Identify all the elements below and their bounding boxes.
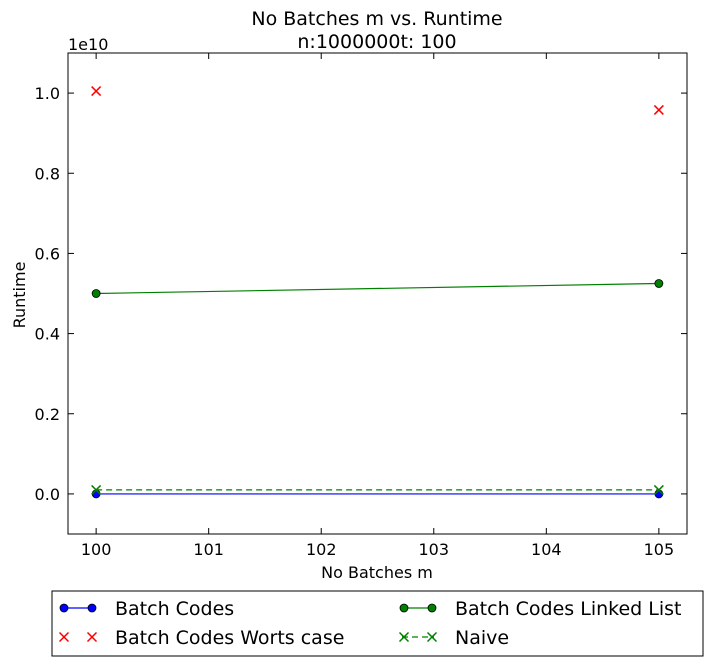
x-tick-label: 101 <box>193 540 224 559</box>
x-tick-label: 104 <box>531 540 562 559</box>
series-0-point-1 <box>654 489 664 499</box>
legend-label: Batch Codes <box>115 598 234 620</box>
legend-item-3: Naive <box>398 627 509 649</box>
legend-item-1: Batch Codes Worts case <box>58 627 344 649</box>
legend-marker <box>399 603 409 613</box>
chart-title: No Batches m vs. Runtime <box>251 8 502 30</box>
legend-item-0: Batch Codes <box>59 598 234 620</box>
y-tick-label: 1.0 <box>35 84 60 103</box>
series-1-point-0 <box>91 86 102 97</box>
legend-marker <box>398 631 410 643</box>
y-tick-label: 0.4 <box>35 325 60 344</box>
axes-frame <box>67 52 688 535</box>
legend-marker <box>427 603 437 613</box>
series-2-point-0 <box>91 289 101 298</box>
legend-marker <box>426 631 438 643</box>
y-tick-label: 0.8 <box>35 164 60 183</box>
series-3-point-0 <box>91 484 102 495</box>
legend: Batch Codes Batch Codes Worts case Batch C… <box>51 590 704 657</box>
legend-label: Batch Codes Worts case <box>115 627 344 649</box>
y-axis-multiplier: 1e10 <box>68 35 108 54</box>
series-2-point-1 <box>654 279 664 288</box>
x-tick-label: 102 <box>306 540 337 559</box>
series-line-2 <box>96 282 659 295</box>
x-tick-label: 103 <box>418 540 449 559</box>
legend-label: Naive <box>455 627 509 649</box>
y-tick-label: 0.2 <box>35 405 60 424</box>
x-axis-label: No Batches m <box>321 563 433 582</box>
series-1-point-1 <box>653 104 664 115</box>
chart-subtitle: n:1000000t: 100 <box>297 31 456 53</box>
legend-label: Batch Codes Linked List <box>455 598 681 620</box>
legend-item-2: Batch Codes Linked List <box>399 598 681 620</box>
series-0-point-0 <box>91 489 101 499</box>
x-tick-label: 105 <box>644 540 675 559</box>
legend-box <box>51 590 704 657</box>
series-3-point-1 <box>653 484 664 495</box>
legend-marker <box>58 631 70 643</box>
legend-marker <box>87 603 97 613</box>
y-axis-label: Runtime <box>10 262 29 329</box>
plot-area: 100 101 102 103 104 105 0.0 0.2 0.4 0.6 0.8 1.0 <box>35 52 688 559</box>
y-tick-label: 0.0 <box>35 485 60 504</box>
legend-marker <box>86 631 98 643</box>
y-tick-label: 0.6 <box>35 244 60 263</box>
x-tick-label: 100 <box>81 540 112 559</box>
legend-marker <box>59 603 69 613</box>
